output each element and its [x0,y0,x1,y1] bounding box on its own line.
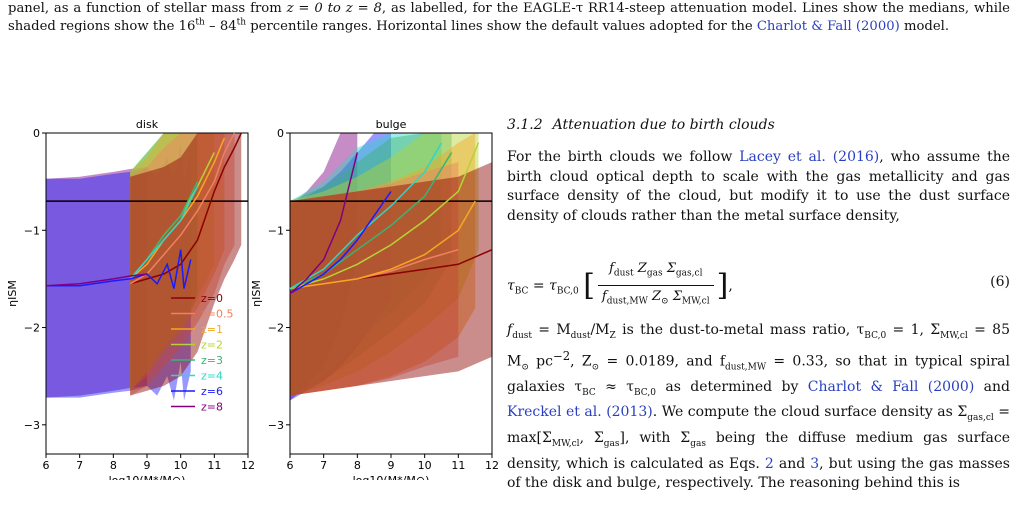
median-line-z1 [289,200,476,290]
y-axis-label: ηISM [6,280,19,307]
x-tick-label: 10 [174,459,188,472]
figure-caption: panel, as a function of stellar mass fro… [8,0,1010,35]
x-tick-label: 12 [241,459,255,472]
median-line-z6 [46,249,192,289]
median-line-z0 [129,132,242,285]
x-tick-label: 6 [287,459,294,472]
percentile-band-z3 [130,133,198,391]
percentile-band-z2 [290,133,479,396]
caption-sup: th [236,17,247,28]
panel-title: disk [136,118,159,131]
y-tick-label: −3 [24,419,40,432]
y-tick-label: −2 [24,322,40,335]
legend-label: z=0.5 [201,308,233,321]
percentile-band-z4 [130,133,198,391]
paragraph-2: fdust = Mdust/MZ is the dust-to-metal ma… [507,321,1011,492]
y-axis-label: ηISM [250,280,263,307]
citation-link[interactable]: Lacey et al. (2016) [739,148,880,165]
section-number: 3.1.2 [507,117,543,133]
citation-link[interactable]: Charlot & Fall (2000) [756,18,900,34]
equation-6: τBC = τBC,0 [ fdust Zgas Σgas,cl fdust,M… [507,251,1010,321]
y-tick-label: −3 [268,419,284,432]
x-axis-label: log10(M*/M⊙) [353,474,430,480]
y-tick-label: 0 [277,127,284,140]
equation-ref-link[interactable]: 2 [764,455,774,472]
x-tick-label: 11 [451,459,465,472]
x-tick-label: 12 [485,459,499,472]
percentile-band-z6 [46,142,191,401]
right-bracket: ] [716,267,729,303]
x-tick-label: 8 [110,459,117,472]
figure-panels: 6 7 8 9 10 11 12 0 −1 −2 −3 disk log10(M*/M⊙) ηISM z=0… [0,110,510,480]
caption-text: model. [899,18,950,34]
median-line-z0.5 [129,132,236,285]
caption-z-range: z = 0 to z = 8 [286,1,382,16]
equation-body: τBC = τBC,0 [ fdust Zgas Σgas,cl fdust,M… [507,259,733,313]
x-tick-label: 7 [76,459,83,472]
legend-label: z=1 [201,323,223,336]
section-heading: 3.1.2 Attenuation due to birth clouds [507,116,1010,136]
median-line-z4 [289,142,443,290]
x-axis-label: log10(M*/M⊙) [109,474,186,480]
paragraph-1: For the birth clouds we follow Lacey et … [507,148,1010,227]
legend-label: z=0 [201,292,223,305]
percentile-band-z4 [290,133,442,396]
percentile-band-z0.5 [290,162,459,396]
section-title: Attenuation due to birth clouds [552,117,775,133]
percentile-band-z0 [290,162,492,396]
percentile-band-z8 [46,167,147,398]
caption-text: , as labelled, for the EAGLE-τ RR14-stee… [8,1,1010,34]
x-tick-label: 9 [144,459,151,472]
eq-sub: BC,0 [556,286,579,297]
x-tick-label: 9 [388,459,395,472]
median-line-z4 [129,186,199,280]
eq-symbol: = τ [528,277,557,294]
legend-label: z=2 [201,339,223,352]
para-text: For the birth clouds we follow [507,148,740,165]
x-tick-label: 7 [320,459,327,472]
median-line-z8 [289,152,359,295]
x-tick-label: 6 [43,459,50,472]
para-text: , who assume the birth cloud optical dep… [507,148,1010,225]
caption-text: – 84 [204,18,237,34]
caption-text: panel, as a function of stellar mass fro… [8,1,287,16]
median-line-z2 [289,142,480,290]
x-tick-label: 8 [354,459,361,472]
x-tick-label: 11 [207,459,221,472]
equation-number: (6) [990,273,1010,290]
y-tick-label: −1 [268,224,284,237]
panel-title: bulge [376,118,407,131]
percentile-band-z0 [130,133,242,396]
figure-svg: 6 7 8 9 10 11 12 0 −1 −2 −3 disk log10(M*/M⊙) ηISM z=0… [6,118,499,480]
eq-numerator: fdust Zgas Σgas,cl [597,259,714,287]
percentile-band-z3 [290,133,452,396]
caption-text: percentile ranges. Horizontal lines show… [246,18,757,34]
citation-link[interactable]: Kreckel et al. (2013) [507,404,653,421]
percentile-band-z6 [290,133,391,401]
x-tick-label: 10 [418,459,432,472]
legend-label: z=4 [201,370,223,383]
caption-sup: th [195,17,205,28]
median-line-z6 [289,190,392,295]
percentile-band-z1 [290,133,476,396]
eq-denominator: fdust,MW Z⊙ ΣMW,cl [601,289,710,307]
y-tick-label: −1 [24,224,40,237]
text-column: 3.1.2 Attenuation due to birth clouds For… [507,113,1010,494]
percentile-band-z1 [130,133,225,391]
eq-symbol: τ [507,277,515,294]
legend-label: z=3 [201,354,223,367]
legend-label: z=8 [201,401,223,414]
median-line-z8 [45,273,148,287]
y-tick-label: 0 [33,127,40,140]
y-tick-label: −2 [268,322,284,335]
left-bracket: [ [583,267,595,303]
equation-ref-link[interactable]: 3 [810,455,820,472]
percentile-band-z2 [130,133,215,391]
citation-link[interactable]: Charlot & Fall (2000) [807,378,975,395]
eq-sub: BC [514,286,529,297]
legend-label: z=6 [201,385,223,398]
percentile-band-z8 [290,133,358,401]
eq-fraction: fdust Zgas Σgas,cl fdust,MW Z⊙ ΣMW,cl [597,259,714,313]
